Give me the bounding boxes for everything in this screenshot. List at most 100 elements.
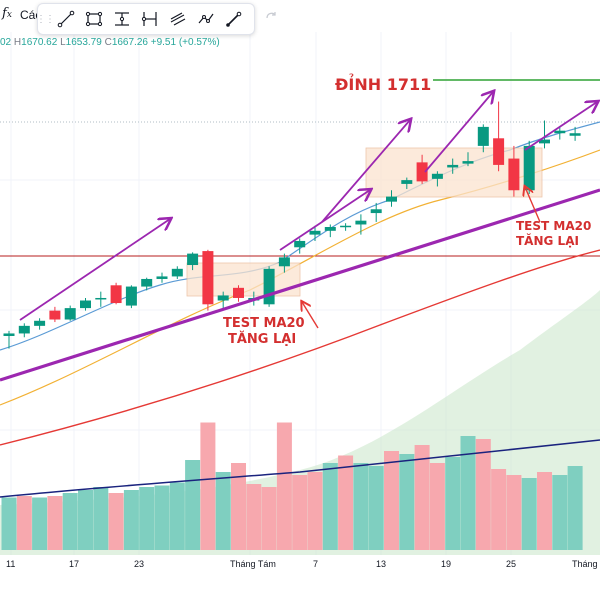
candle [217, 291, 229, 309]
fib-channel-icon[interactable] [136, 5, 164, 33]
candle [187, 252, 199, 271]
x-tick-25: 25 [506, 559, 516, 569]
volume-bar [200, 422, 216, 550]
ohlc-low-label: L [60, 37, 66, 48]
candle [386, 190, 397, 207]
trend-arrow-2 [279, 190, 370, 251]
volume-bar [537, 472, 552, 550]
candle [355, 214, 367, 235]
drag-handle-icon[interactable]: ⋮⋮ [36, 13, 55, 25]
candle-body [95, 297, 107, 300]
x-tick-13: 13 [376, 559, 386, 569]
candle-body [3, 333, 15, 336]
brush-icon[interactable] [220, 5, 248, 33]
candle-body [569, 133, 581, 136]
candle-body [233, 287, 244, 298]
candle-body [110, 285, 122, 304]
candle-body [493, 138, 505, 165]
candle-body [64, 308, 76, 320]
pointer-arrow-1 [302, 302, 319, 329]
candle-body [125, 286, 137, 306]
candle [477, 124, 489, 153]
volume-bar [445, 457, 461, 550]
trend-arrow-3 [321, 120, 410, 223]
path-icon[interactable] [192, 5, 220, 33]
candle [110, 282, 122, 305]
volume-bar [154, 485, 170, 550]
candle [447, 158, 459, 174]
candle [34, 318, 46, 330]
volume-bar [108, 493, 124, 550]
volume-ma-line [0, 439, 600, 498]
candle-body [202, 251, 214, 305]
x-tick-thang: Tháng [572, 559, 598, 569]
candle-body [80, 300, 91, 309]
test-label-1-line2: TĂNG LẠI [228, 331, 296, 347]
volume-bar [93, 487, 109, 550]
rectangle-icon[interactable] [80, 5, 108, 33]
x-tick-thang-tam: Tháng Tám [230, 559, 276, 569]
candle [49, 306, 61, 323]
peak-label: ĐỈNH 1711 [335, 73, 431, 94]
volume-bar [215, 472, 231, 550]
candle-body [49, 310, 61, 320]
candle-body [370, 209, 382, 214]
candle [278, 253, 290, 273]
fx-icon[interactable]: fx [2, 6, 12, 21]
x-tick-11: 11 [6, 559, 15, 569]
candle-body [324, 227, 336, 231]
candle-body [355, 220, 367, 225]
parallel-channel-icon[interactable] [164, 5, 192, 33]
candle [202, 249, 214, 311]
candle-body [539, 139, 550, 144]
ohlc-close-value: 1667.26 [111, 37, 148, 48]
x-axis: 11 17 23 Tháng Tám 7 13 19 25 Tháng [6, 559, 598, 569]
candle [554, 126, 566, 140]
candle [294, 238, 306, 254]
volume-bar [460, 436, 476, 550]
indicator-label[interactable]: Các [20, 8, 42, 22]
candle [508, 145, 520, 197]
volume-bar [491, 469, 507, 550]
candle [64, 305, 76, 321]
volume-bar [246, 484, 262, 550]
volume-bar [261, 487, 277, 550]
x-tick-19: 19 [441, 559, 451, 569]
ohlc-high-label: H [13, 37, 22, 48]
candle [431, 171, 443, 187]
candle-body [416, 162, 428, 182]
trend-line-icon[interactable] [52, 5, 80, 33]
candle [340, 223, 352, 231]
volume-bar [169, 482, 185, 550]
volume-bar [414, 445, 430, 550]
candle [370, 202, 382, 222]
candle-body [263, 268, 275, 305]
volume-bar [16, 496, 32, 550]
candle-body [141, 278, 153, 287]
redo-icon[interactable] [263, 7, 279, 23]
volume-bar [521, 478, 537, 550]
volume-bar [475, 439, 491, 550]
candle [539, 120, 550, 149]
test-label-2-line2: TĂNG LẠI [516, 233, 579, 248]
volume-bar [1, 497, 17, 550]
volume-bar [47, 496, 63, 550]
volume-bar [78, 490, 93, 550]
ohlc-change-value: +9.51 (+0.57%) [150, 37, 220, 48]
volume-bar [552, 475, 568, 550]
x-tick-17: 17 [69, 559, 79, 569]
support-trendline[interactable] [0, 188, 600, 382]
volume-bar [231, 463, 246, 550]
candle-body [309, 230, 321, 235]
test-label-2-line1: TEST MA20 [516, 219, 591, 233]
ohlc-low-value: 1653.79 [65, 37, 102, 48]
trend-arrows[interactable] [19, 92, 597, 321]
volume-bar [567, 466, 583, 550]
candle [80, 297, 91, 311]
candle [263, 266, 275, 307]
volume-bar [139, 487, 155, 550]
candle [156, 272, 168, 283]
long-position-icon[interactable] [108, 5, 136, 33]
candle [171, 266, 183, 279]
